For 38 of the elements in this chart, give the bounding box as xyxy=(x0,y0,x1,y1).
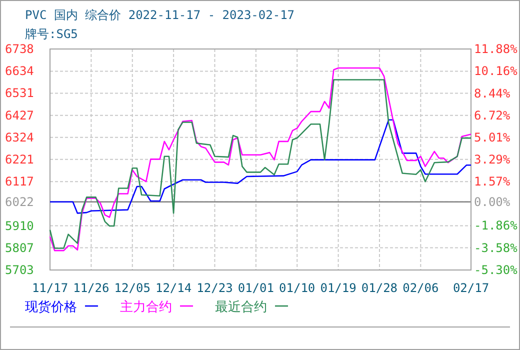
y-tick-label: 6221 xyxy=(5,152,34,166)
x-tick-label: 01/10 xyxy=(279,281,316,295)
subtitle: 牌号:SG5 xyxy=(25,27,78,41)
y-tick-label: 5703 xyxy=(5,263,34,277)
x-tick-label: 12/05 xyxy=(114,281,150,295)
y2-tick-label: -5.30% xyxy=(474,263,518,277)
y2-tick-label: 11.88% xyxy=(474,42,518,56)
x-tick-label: 02/06 xyxy=(402,281,439,295)
x-tick-label: 01/28 xyxy=(361,281,398,295)
y2-tick-label: 5.01% xyxy=(474,130,511,144)
y-tick-label: 5807 xyxy=(5,240,34,255)
y2-tick-label: 1.57% xyxy=(474,174,511,189)
y2-tick-label: 0.00% xyxy=(474,194,511,209)
y-tick-label: 6022 xyxy=(5,194,34,209)
y-tick-label: 6738 xyxy=(5,42,34,56)
legend-label: 现货价格 xyxy=(25,300,77,315)
y-tick-label: 5910 xyxy=(5,218,34,233)
y-tick-label: 6117 xyxy=(5,174,34,189)
x-tick-label: 12/23 xyxy=(196,281,233,295)
y2-tick-label: 3.29% xyxy=(474,152,511,166)
legend-label: 主力合约 xyxy=(120,299,172,315)
y-tick-label: 6531 xyxy=(5,86,34,100)
x-tick-label: 01/01 xyxy=(238,281,274,295)
y2-tick-label: -3.58% xyxy=(474,240,518,255)
y2-tick-label: 6.72% xyxy=(474,108,511,122)
x-tick-label: 11/26 xyxy=(73,281,110,295)
title: PVC 国内 综合价 2022-11-17 - 2023-02-17 xyxy=(25,8,295,22)
y-tick-label: 6634 xyxy=(5,64,34,78)
x-tick-label: 11/17 xyxy=(32,281,68,295)
x-tick-label: 02/17 xyxy=(452,281,490,295)
y2-tick-label: -1.86% xyxy=(474,218,518,233)
y2-tick-label: 8.44% xyxy=(474,86,511,100)
legend-label: 最近合约 xyxy=(215,300,267,315)
x-tick-label: 12/14 xyxy=(155,281,192,295)
y-tick-label: 6324 xyxy=(5,130,34,144)
y2-tick-label: 10.16% xyxy=(474,64,518,78)
y-tick-label: 6427 xyxy=(5,108,34,122)
x-tick-label: 01/19 xyxy=(320,281,356,295)
